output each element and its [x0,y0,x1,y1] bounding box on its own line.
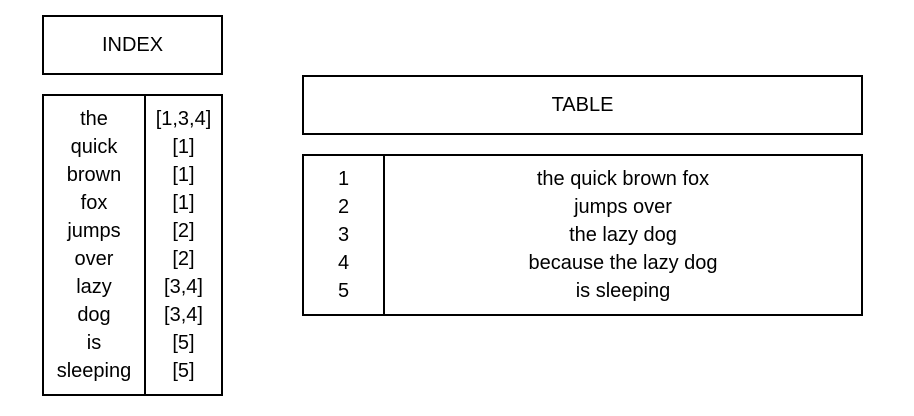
index-word: sleeping [57,357,132,385]
index-refs: [5] [172,357,194,385]
index-refs: [1] [172,161,194,189]
table-row-text: jumps over [574,193,672,221]
table-text-column: the quick brown fox jumps over the lazy … [385,156,861,314]
index-title-box: INDEX [42,15,223,75]
index-word: fox [81,189,108,217]
table-row-text: the lazy dog [569,221,677,249]
index-refs: [1] [172,189,194,217]
index-word: the [80,105,108,133]
index-title: INDEX [102,34,163,57]
index-word: lazy [76,273,112,301]
index-words-column: the quick brown fox jumps over lazy dog … [44,96,144,394]
table-row-id: 1 [338,165,349,193]
index-word: quick [71,133,118,161]
table-title-box: TABLE [302,75,863,135]
table-row-text: because the lazy dog [528,249,717,277]
index-refs: [5] [172,329,194,357]
index-refs: [3,4] [164,273,203,301]
table-row-text: is sleeping [576,277,671,305]
table-row-id: 2 [338,193,349,221]
index-word: dog [77,301,110,329]
index-word: is [87,329,101,357]
table-title: TABLE [552,94,614,117]
table-row-id: 5 [338,277,349,305]
index-refs: [3,4] [164,301,203,329]
index-word: jumps [67,217,120,245]
index-refs: [2] [172,217,194,245]
index-refs: [1,3,4] [156,105,212,133]
table-rows-box: 1 2 3 4 5 the quick brown fox jumps over… [302,154,863,316]
table-row-id: 4 [338,249,349,277]
table-id-column: 1 2 3 4 5 [304,156,383,314]
index-refs: [2] [172,245,194,273]
index-word: brown [67,161,121,189]
table-row-text: the quick brown fox [537,165,709,193]
index-refs: [1] [172,133,194,161]
table-row-id: 3 [338,221,349,249]
index-entries-box: the quick brown fox jumps over lazy dog … [42,94,223,396]
index-word: over [75,245,114,273]
index-refs-column: [1,3,4] [1] [1] [1] [2] [2] [3,4] [3,4] … [146,96,221,394]
